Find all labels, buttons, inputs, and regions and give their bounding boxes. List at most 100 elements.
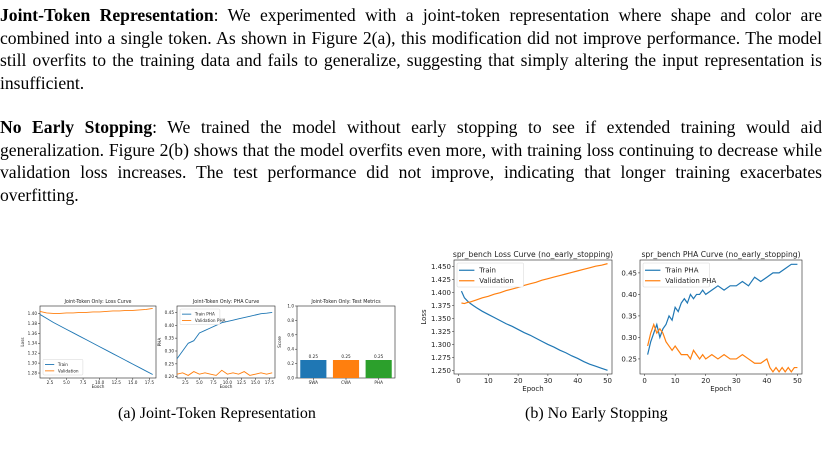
paragraph-no-early-stopping: No Early Stopping: We trained the model … (0, 116, 822, 206)
x-tick-label: 30 (732, 377, 741, 385)
x-tick-label: 17.5 (265, 380, 275, 385)
paragraph-heading: Joint-Token Representation (0, 5, 214, 25)
y-tick-label: 1.28 (28, 371, 38, 376)
x-tick-label: 10 (671, 377, 680, 385)
x-tick-label: 2.5 (47, 380, 54, 385)
x-tick-label: 0 (642, 377, 646, 385)
x-tick-label: 10.0 (223, 380, 233, 385)
paragraph-joint-token: Joint-Token Representation: We experimen… (0, 4, 822, 94)
y-tick-label: 0.20 (165, 374, 175, 379)
y-tick-label: 0.0 (287, 375, 294, 380)
y-tick-label: 1.375 (431, 302, 451, 310)
bar-cwa (332, 360, 360, 378)
y-tick-label: 0.40 (165, 323, 175, 328)
legend-label: Train PHA (194, 312, 215, 317)
series-line-validation (176, 369, 273, 376)
y-tick-label: 1.30 (28, 361, 38, 366)
y-tick-label: 0.40 (621, 291, 637, 299)
x-tick-label: 20 (701, 377, 710, 385)
y-tick-label: 0.25 (165, 361, 175, 366)
paragraph-body: : We experimented with a joint-token rep… (0, 5, 822, 93)
x-tick-label: 12.5 (237, 380, 247, 385)
y-axis-label: Score (277, 336, 282, 348)
y-axis-label: PHA (612, 310, 614, 324)
x-tick-label: 12.5 (112, 380, 122, 385)
x-tick-label: 10.0 (95, 380, 105, 385)
y-tick-label: 0.35 (165, 336, 175, 341)
y-tick-label: 1.0 (287, 303, 294, 308)
plot-frame (39, 305, 157, 379)
legend-label: Validation PHA (195, 318, 226, 323)
y-tick-label: 1.275 (431, 354, 451, 362)
bar-value-label: 0.25 (341, 354, 351, 359)
chart-joint-token-test-metrics: Joint-Token Only: Test Metrics 0.0 0.2 0.4 0… (277, 299, 396, 385)
y-tick-label: 0.45 (165, 310, 175, 315)
y-tick-label: 1.325 (431, 328, 451, 336)
chart-title: Joint-Token Only: Test Metrics (310, 299, 381, 305)
x-tick-label: 50 (793, 377, 802, 385)
y-tick-label: 0.30 (165, 348, 175, 353)
chart-no-early-stopping-loss: spr_bench Loss Curve (no_early_stopping)… (420, 250, 613, 393)
chart-title: spr_bench Loss Curve (no_early_stopping) (453, 250, 613, 259)
x-axis-label: Epoch (522, 385, 543, 393)
plot-frame (453, 259, 613, 375)
chart-title: Joint-Token Only: PHA Curve (192, 299, 259, 305)
bar-value-label: 0.25 (309, 354, 319, 359)
y-tick-label: 0.8 (287, 318, 294, 323)
y-tick-label: 0.30 (621, 334, 637, 342)
x-tick-label: 40 (573, 377, 582, 385)
y-tick-label: 0.4 (287, 347, 294, 352)
legend-label: Train PHA (664, 267, 699, 275)
y-tick-label: 0.45 (621, 269, 637, 277)
x-tick-label: 40 (762, 377, 771, 385)
series-line-train (647, 263, 798, 355)
legend-label: Validation (479, 277, 514, 285)
x-tick-label: 15.0 (251, 380, 261, 385)
x-axis-label: Epoch (220, 384, 233, 388)
chart-joint-token-pha: Joint-Token Only: PHA Curve 0.20 0.25 0.30 0… (157, 299, 276, 388)
series-line-train (460, 290, 608, 371)
x-tick-label: 50 (603, 377, 612, 385)
legend-label: Train (57, 362, 68, 367)
series-line-train (39, 314, 153, 375)
chart-no-early-stopping-pha: spr_bench PHA Curve (no_early_stopping) 0… (612, 250, 803, 393)
paragraph-body: : We trained the model without early sto… (0, 117, 822, 205)
series-line-train (176, 311, 273, 359)
y-axis-label: Loss (420, 309, 428, 325)
chart-title: Joint-Token Only: Loss Curve (63, 299, 131, 305)
y-tick-label: 1.425 (431, 276, 451, 284)
y-tick-label: 0.2 (287, 361, 294, 366)
x-axis-label: Epoch (710, 385, 731, 393)
y-tick-label: 1.36 (28, 331, 38, 336)
x-tick-label: 17.5 (145, 380, 155, 385)
caption-b: (b) No Early Stopping (525, 405, 668, 422)
y-tick-label: 1.38 (28, 321, 38, 326)
x-tick-label: 7.5 (210, 380, 217, 385)
y-tick-label: 1.34 (28, 341, 38, 346)
x-tick-label: 10 (484, 377, 493, 385)
x-axis-label: Epoch (92, 384, 105, 388)
x-tick-label: 0 (456, 377, 460, 385)
x-tick-label: 5.0 (196, 380, 203, 385)
x-tick-label: CWA (341, 380, 351, 385)
y-tick-label: 0.6 (287, 332, 294, 337)
x-tick-label: 5.0 (63, 380, 70, 385)
y-tick-label: 0.35 (621, 312, 637, 320)
plot-frame (176, 305, 276, 379)
bar-swa (300, 360, 327, 378)
x-tick-label: SWA (309, 380, 319, 385)
paragraph-heading: No Early Stopping (0, 117, 153, 137)
x-tick-label: 15.0 (128, 380, 138, 385)
y-tick-label: 1.300 (431, 341, 451, 349)
x-tick-label: 20 (514, 377, 523, 385)
y-tick-label: 1.350 (431, 315, 451, 323)
y-axis-label: PHA (157, 338, 162, 347)
bar-pha (365, 360, 392, 378)
y-tick-label: 1.32 (28, 351, 38, 356)
y-tick-label: 1.250 (431, 367, 451, 375)
caption-a: (a) Joint-Token Representation (118, 405, 316, 422)
y-axis-label: Loss (20, 337, 25, 346)
plot-frame (639, 259, 803, 375)
x-tick-label: 7.5 (80, 380, 87, 385)
chart-joint-token-loss: Joint-Token Only: Loss Curve 1.28 1.30 1.32… (20, 299, 157, 388)
